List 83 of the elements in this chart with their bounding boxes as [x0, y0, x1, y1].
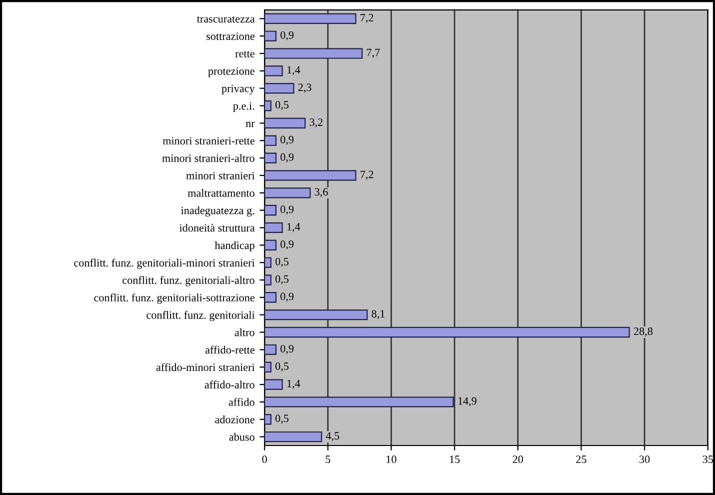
y-tick-label: handicap	[214, 241, 254, 252]
y-tick-label: affido-altro	[204, 380, 254, 388]
x-tick-label: 15	[450, 456, 460, 464]
y-tick-label: affido-rette	[205, 346, 254, 354]
y-tick-label: rette	[235, 51, 254, 58]
y-tick-label: minori stranieri-altro	[162, 154, 254, 162]
data-label: 0,5	[275, 258, 289, 267]
bar	[264, 326, 630, 338]
data-label: 14,9	[458, 397, 476, 406]
data-label: 0,9	[280, 153, 294, 162]
data-label: 7,2	[360, 170, 374, 180]
bar	[264, 292, 277, 303]
x-tick-label: 25	[576, 456, 586, 464]
data-label: 8,1	[372, 310, 385, 320]
bar	[264, 274, 272, 286]
data-label: 3,6	[314, 188, 328, 198]
bar	[264, 204, 277, 216]
data-label: 4,5	[326, 432, 340, 442]
bar	[264, 66, 283, 76]
y-tick-label: conflitt. funz. genitoriali-altro	[122, 276, 254, 286]
bar	[264, 431, 322, 442]
x-tick-label: 20	[512, 456, 523, 464]
data-label: 2,3	[298, 84, 312, 93]
data-label: 0,9	[280, 136, 294, 145]
bar	[264, 135, 277, 146]
y-tick-label: trascuratezza	[196, 16, 255, 23]
bar	[264, 257, 272, 268]
y-tick-label: affido-minori stranieri	[156, 363, 255, 372]
data-label: 0,5	[275, 362, 289, 372]
data-label: 0,9	[280, 240, 294, 250]
bar	[264, 240, 277, 250]
x-tick-label: 0	[262, 456, 267, 464]
bar	[264, 396, 454, 408]
x-tick-label: 35	[702, 456, 713, 464]
y-tick-label: idoneità struttura	[179, 224, 255, 232]
y-tick-label: protezione	[208, 67, 254, 78]
bar	[264, 100, 272, 112]
data-label: 0,5	[275, 275, 289, 284]
data-label: 0,5	[275, 101, 289, 110]
data-label: 0,5	[275, 414, 289, 424]
bar	[264, 48, 363, 59]
y-tick-label: affido	[228, 398, 254, 406]
data-label: 1,4	[287, 66, 300, 76]
y-tick-label: abuso	[229, 432, 254, 441]
bar	[264, 188, 311, 198]
y-tick-label: conflitt. funz. genitoriali	[146, 310, 255, 322]
x-tick-label: 10	[386, 456, 396, 464]
data-label: 7,7	[366, 48, 380, 58]
bar	[264, 13, 356, 24]
y-tick-label: maltrattamento	[188, 188, 254, 197]
y-tick-label: conflitt. funz. genitoriali-minori stranieri	[74, 258, 255, 269]
y-tick-label: minori stranieri	[186, 172, 255, 180]
y-tick-label: conflitt. funz. genitoriali-sottrazione	[94, 293, 254, 304]
bar	[264, 379, 283, 390]
bar	[264, 30, 277, 42]
y-tick-label: sottrazione	[206, 32, 254, 40]
bar	[264, 344, 277, 356]
data-label: 0,9	[280, 344, 294, 354]
bar	[264, 170, 356, 181]
y-tick-label: nr	[246, 122, 255, 128]
y-tick-label: adozione	[215, 416, 254, 424]
bar	[264, 309, 368, 320]
x-tick-label: 30	[639, 456, 650, 464]
bar	[264, 82, 294, 94]
bar	[264, 118, 306, 129]
data-label: 3,2	[310, 118, 323, 128]
bar	[264, 362, 272, 372]
y-tick-label: privacy	[222, 84, 255, 95]
data-label: 0,9	[280, 31, 294, 40]
y-tick-label: p.e.i.	[233, 102, 254, 112]
data-label: 28,8	[634, 328, 653, 337]
y-tick-label: inadeguatezza g.	[181, 206, 254, 217]
data-label: 7,2	[360, 14, 374, 23]
bar	[264, 222, 283, 234]
data-label: 0,9	[280, 206, 294, 215]
bar	[264, 152, 277, 164]
data-label: 1,4	[287, 223, 300, 232]
y-tick-label: minori stranieri-rette	[162, 137, 254, 145]
bar	[264, 414, 272, 425]
y-tick-label: altro	[234, 328, 254, 336]
data-label: 0,9	[280, 292, 294, 302]
x-tick-label: 5	[326, 456, 330, 464]
data-label: 1,4	[287, 380, 300, 389]
